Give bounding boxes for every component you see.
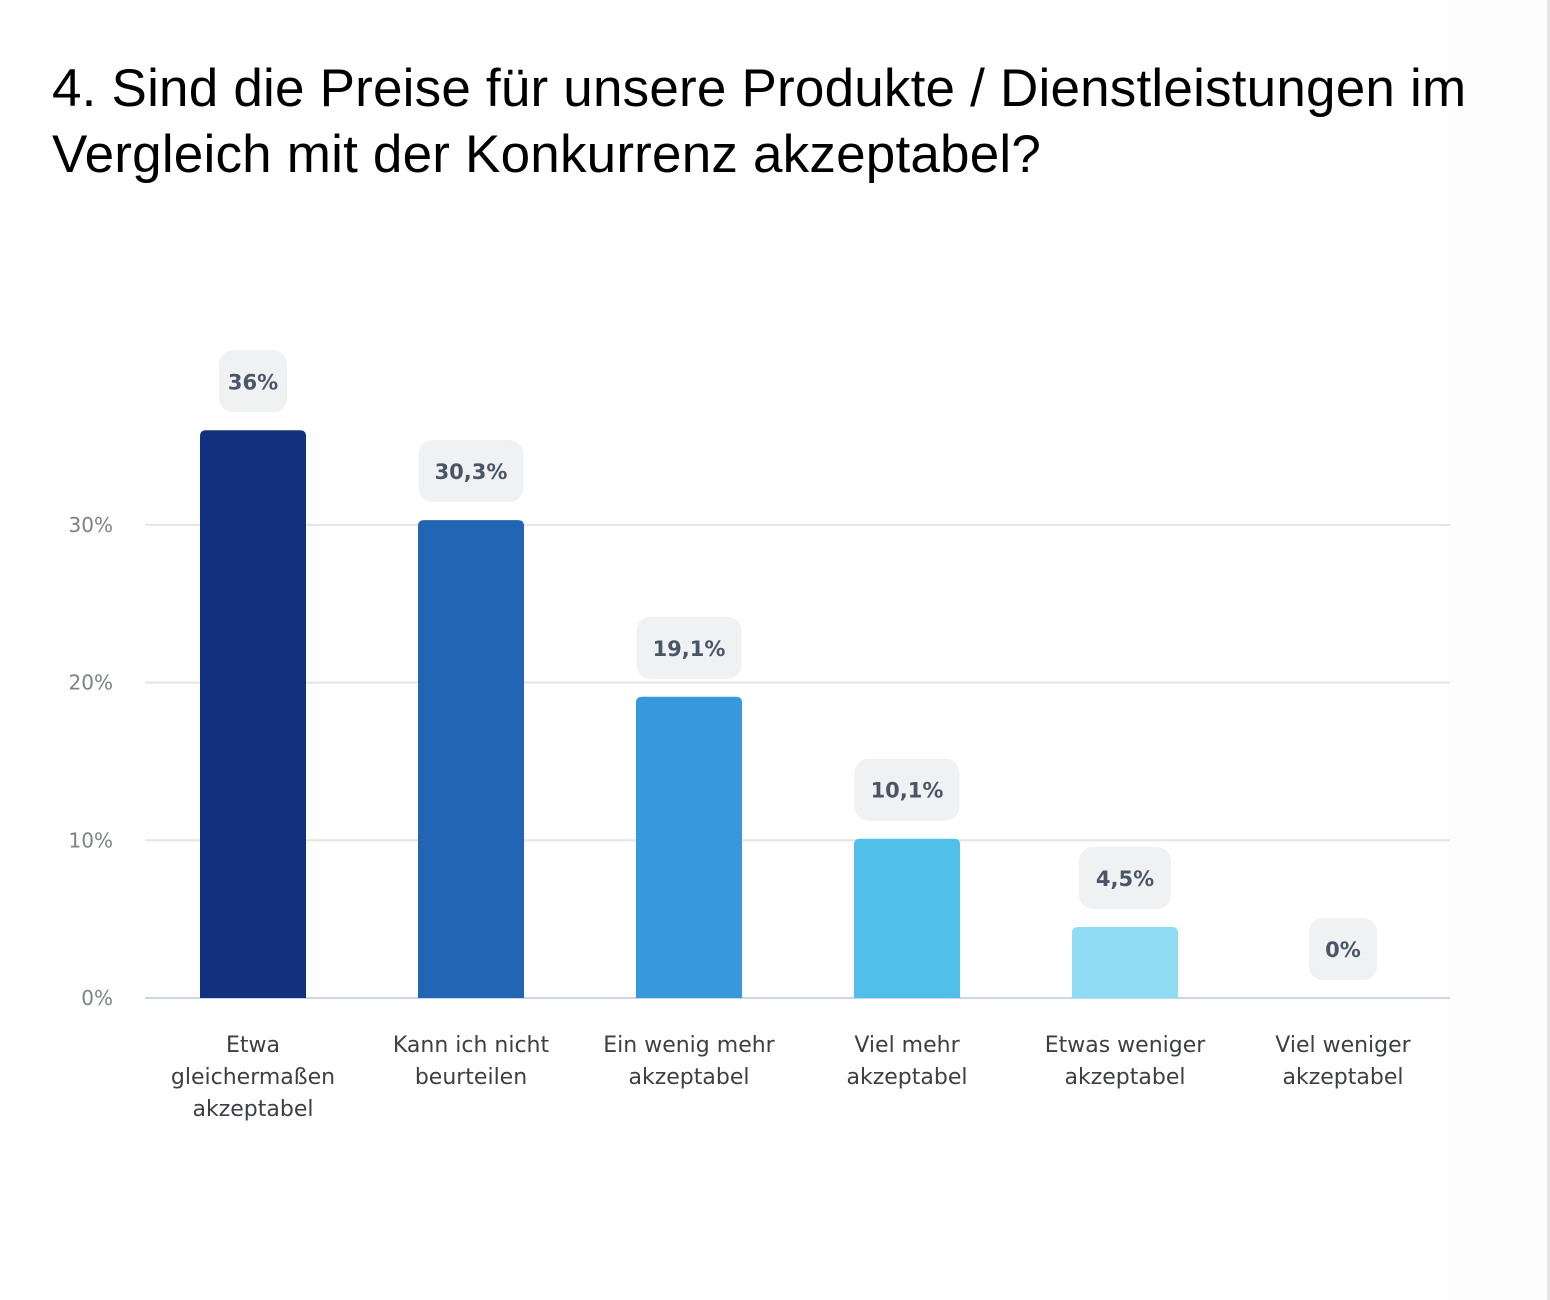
- value-label-box: [1079, 847, 1171, 910]
- y-tick-label: 30%: [69, 513, 113, 537]
- category-label-line: Viel mehr: [854, 1033, 960, 1058]
- gridlines: [145, 523, 1450, 999]
- value-label: 30,3%: [435, 460, 508, 484]
- bar: [636, 696, 742, 998]
- value-label-box: [636, 616, 742, 679]
- category-label-line: akzeptabel: [628, 1065, 750, 1090]
- bar: [854, 838, 960, 998]
- category-label-line: akzeptabel: [846, 1065, 968, 1090]
- value-label-box: [1309, 918, 1377, 980]
- y-tick-label: 0%: [81, 986, 113, 1010]
- category-label-line: Kann ich nicht: [392, 1033, 550, 1058]
- category-label-line: akzeptabel: [1282, 1065, 1404, 1090]
- bar: [1072, 927, 1178, 998]
- category-label-line: Ein wenig mehr: [603, 1033, 775, 1058]
- category-label-line: gleichermaßen: [170, 1065, 336, 1090]
- category-label-line: Viel weniger: [1275, 1033, 1411, 1058]
- value-label: 36%: [228, 370, 278, 394]
- category-label: Viel weniger akzeptabel: [1238, 1030, 1448, 1094]
- chart-right-margin: [1447, 0, 1547, 1300]
- category-label-line: akzeptabel: [1064, 1065, 1186, 1090]
- bar: [418, 520, 524, 998]
- value-label-box: [854, 758, 960, 821]
- category-label-line: Etwas weniger: [1044, 1033, 1206, 1058]
- value-label-box: [418, 440, 524, 503]
- value-label: 10,1%: [871, 779, 944, 803]
- y-axis-tick-labels: 0% 10% 20% 30%: [69, 513, 113, 1010]
- y-tick-label: 10%: [69, 828, 113, 852]
- bars: [200, 430, 1178, 998]
- category-label: Ein wenig mehr akzeptabel: [584, 1030, 794, 1094]
- category-label-line: Etwa: [225, 1033, 280, 1058]
- category-label-line: akzeptabel: [192, 1097, 314, 1122]
- category-label-line: beurteilen: [414, 1065, 528, 1090]
- bar: [200, 430, 306, 998]
- category-label: Kann ich nicht beurteilen: [366, 1030, 576, 1094]
- category-label: Etwa gleichermaßen akzeptabel: [148, 1030, 358, 1126]
- value-label: 19,1%: [653, 637, 726, 661]
- chart-title: 4. Sind die Preise für unsere Produkte /…: [52, 59, 1467, 184]
- y-tick-label: 20%: [69, 671, 113, 695]
- value-label-box: [219, 350, 287, 413]
- value-labels: 36% 30,3% 19,1% 10,1% 4,5% 0%: [219, 350, 1377, 980]
- value-label: 4,5%: [1096, 867, 1154, 891]
- category-label: Viel mehr akzeptabel: [802, 1030, 1012, 1094]
- value-label: 0%: [1325, 938, 1361, 962]
- category-label: Etwas weniger akzeptabel: [1020, 1030, 1230, 1094]
- window-edge: [1547, 0, 1550, 1300]
